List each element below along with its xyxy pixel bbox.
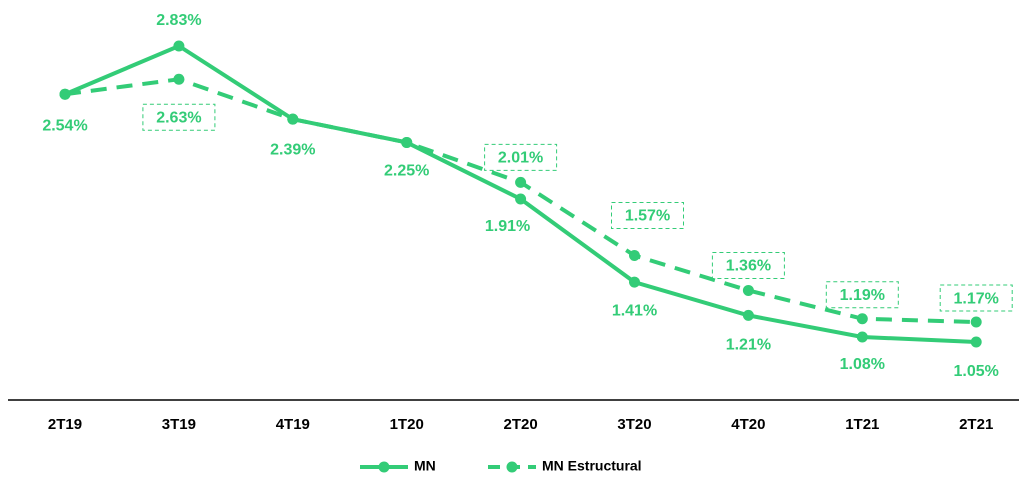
point xyxy=(856,331,868,343)
label-box xyxy=(611,202,684,230)
data-label: 1.17% xyxy=(954,290,999,307)
legend-marker xyxy=(378,461,390,473)
data-label: 2.01% xyxy=(498,150,543,167)
x-tick-label: 2T21 xyxy=(959,416,993,433)
point xyxy=(515,176,527,188)
data-label: 2.54% xyxy=(42,117,87,134)
x-tick-label: 2T20 xyxy=(503,416,537,433)
data-label: 1.36% xyxy=(726,258,771,275)
point xyxy=(59,88,71,100)
point xyxy=(629,276,640,288)
point xyxy=(287,113,299,125)
point xyxy=(742,309,754,321)
data-label: 1.08% xyxy=(840,356,885,373)
x-tick-label: 3T19 xyxy=(162,416,196,433)
x-tick-label: 4T20 xyxy=(731,416,765,433)
data-label: 1.05% xyxy=(954,363,999,380)
data-label: 1.91% xyxy=(485,218,530,235)
data-label: 1.19% xyxy=(840,287,885,304)
point xyxy=(173,73,185,85)
label-box xyxy=(142,103,216,131)
x-tick-label: 2T19 xyxy=(48,416,82,433)
point xyxy=(173,40,185,52)
label-box xyxy=(484,143,558,171)
data-label: 1.21% xyxy=(726,337,771,354)
point xyxy=(401,136,413,148)
x-tick-label: 1T20 xyxy=(390,416,424,433)
x-tick-label: 4T19 xyxy=(276,416,310,433)
point xyxy=(515,193,527,205)
point xyxy=(742,284,754,296)
legend-label: MN Estructural xyxy=(542,458,642,474)
data-label: 2.25% xyxy=(384,163,429,180)
point xyxy=(629,250,640,262)
data-label: 1.41% xyxy=(612,302,657,319)
x-tick-label: 3T20 xyxy=(617,416,651,433)
data-label: 1.57% xyxy=(625,208,670,225)
point xyxy=(970,316,982,328)
data-label: 2.83% xyxy=(156,12,201,29)
point xyxy=(856,313,868,325)
data-label: 2.39% xyxy=(270,141,315,158)
label-box xyxy=(825,281,899,309)
legend-marker xyxy=(506,461,518,473)
point xyxy=(970,336,982,348)
legend-label: MN xyxy=(414,458,436,474)
label-box xyxy=(939,284,1013,312)
data-label: 2.63% xyxy=(156,109,201,126)
x-tick-label: 1T21 xyxy=(845,416,879,433)
label-box xyxy=(711,251,785,279)
